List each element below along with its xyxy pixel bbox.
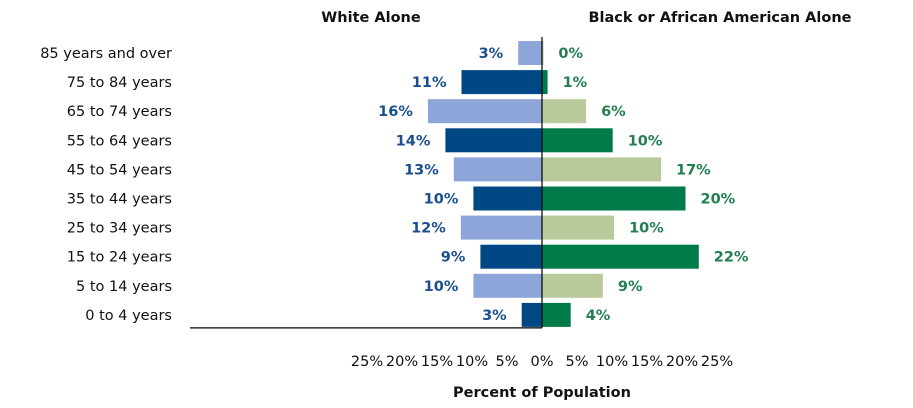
bar-black-alone [542, 244, 699, 269]
x-tick-label: 15% [631, 354, 663, 370]
bar-white-alone [518, 41, 542, 65]
data-label-black-alone: 20% [701, 192, 736, 208]
bar-white-alone [460, 215, 542, 240]
x-tick-label: 10% [456, 354, 488, 370]
data-label-white-alone: 13% [404, 162, 439, 178]
data-label-white-alone: 11% [412, 75, 447, 91]
bar-black-alone [542, 128, 613, 153]
bar-black-alone [542, 99, 587, 124]
data-label-black-alone: 17% [676, 162, 711, 178]
x-axis-title: Percent of Population [453, 385, 631, 401]
bar-white-alone [445, 128, 542, 153]
data-label-white-alone: 10% [424, 279, 459, 295]
bar-black-alone [542, 70, 548, 95]
category-label: 65 to 74 years [67, 104, 172, 120]
x-tick-label: 0% [530, 354, 553, 370]
bar-white-alone [473, 186, 542, 211]
x-tick-label: 20% [666, 354, 698, 370]
data-label-white-alone: 16% [378, 104, 413, 120]
data-label-white-alone: 9% [441, 250, 466, 266]
data-label-white-alone: 10% [424, 192, 459, 208]
data-label-white-alone: 12% [411, 221, 446, 237]
category-label: 15 to 24 years [67, 250, 172, 266]
bar-black-alone [542, 302, 571, 327]
data-label-white-alone: 14% [396, 133, 431, 149]
series-header-white: White Alone [321, 10, 421, 26]
bar-white-alone [453, 157, 542, 182]
category-label: 85 years and over [40, 46, 172, 62]
x-tick-label: 5% [495, 354, 518, 370]
series-header-black: Black or African American Alone [588, 10, 851, 26]
data-label-white-alone: 3% [479, 46, 504, 62]
category-label: 45 to 54 years [67, 162, 172, 178]
bar-white-alone [461, 70, 542, 95]
bar-white-alone [521, 302, 542, 327]
x-tick-label: 15% [421, 354, 453, 370]
x-tick-label: 20% [386, 354, 418, 370]
data-label-black-alone: 22% [714, 250, 749, 266]
data-label-black-alone: 0% [558, 46, 583, 62]
bar-black-alone [542, 273, 603, 298]
category-label: 35 to 44 years [67, 192, 172, 208]
bar-white-alone [427, 99, 542, 124]
data-label-black-alone: 1% [563, 75, 588, 91]
data-label-black-alone: 9% [618, 279, 643, 295]
bar-white-alone [473, 273, 542, 298]
x-tick-label: 25% [701, 354, 733, 370]
bar-black-alone [542, 41, 544, 65]
data-label-black-alone: 10% [629, 221, 664, 237]
x-tick-label: 5% [565, 354, 588, 370]
bar-black-alone [542, 157, 661, 182]
data-label-black-alone: 6% [601, 104, 626, 120]
data-label-black-alone: 4% [586, 308, 611, 324]
category-label: 75 to 84 years [67, 75, 172, 91]
data-label-black-alone: 10% [628, 133, 663, 149]
x-tick-label: 10% [596, 354, 628, 370]
category-label: 5 to 14 years [76, 279, 172, 295]
bar-white-alone [480, 244, 542, 269]
category-label: 55 to 64 years [67, 133, 172, 149]
bar-black-alone [542, 186, 686, 211]
category-label: 0 to 4 years [85, 308, 172, 324]
x-tick-label: 25% [351, 354, 383, 370]
category-label: 25 to 34 years [67, 221, 172, 237]
bar-black-alone [542, 215, 615, 240]
data-label-white-alone: 3% [482, 308, 507, 324]
